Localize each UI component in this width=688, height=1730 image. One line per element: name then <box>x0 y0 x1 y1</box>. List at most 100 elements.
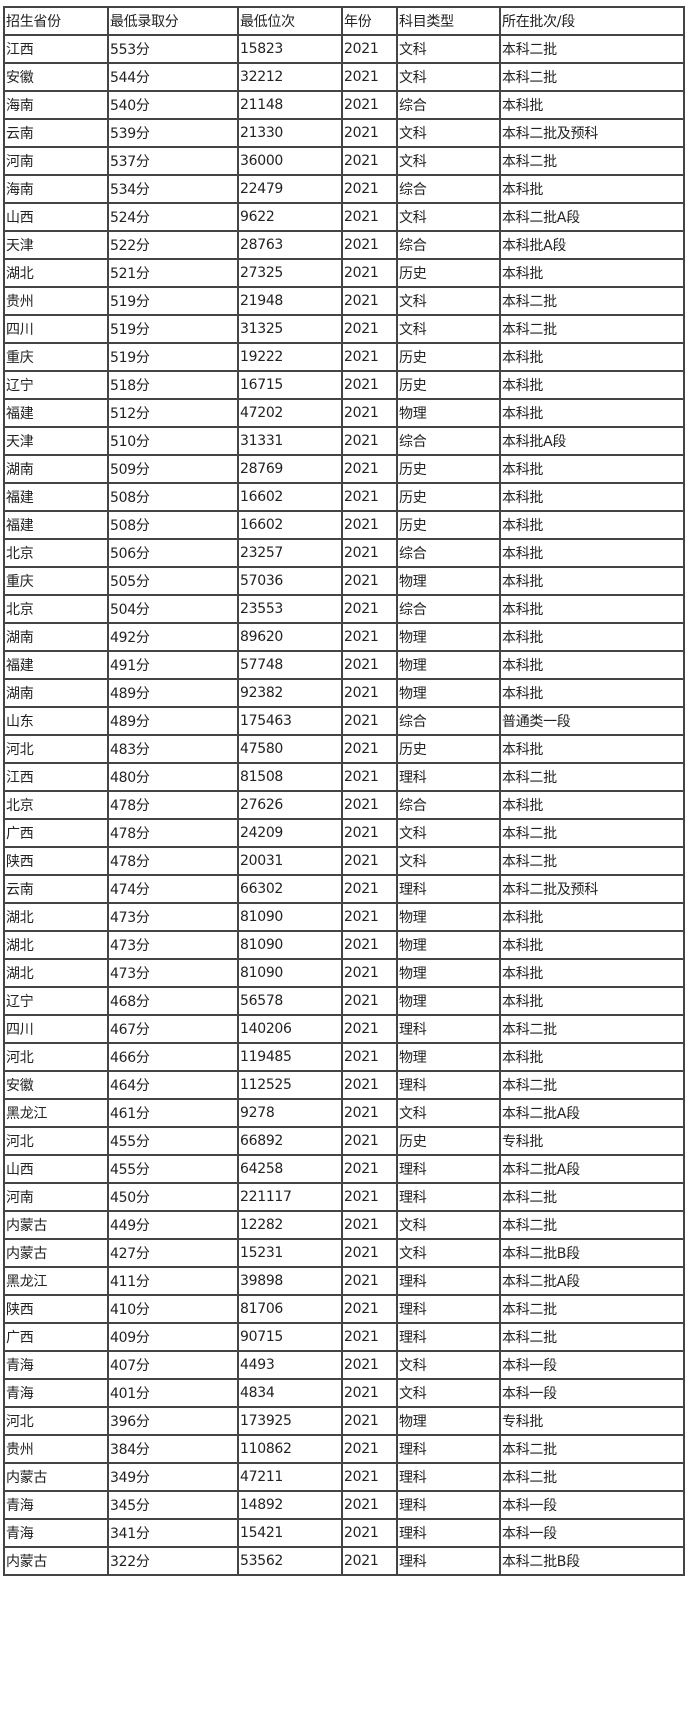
cell-subject-type: 物理 <box>396 650 501 680</box>
table-row: 青海 345分 14892 2021 理科 本科一段 <box>3 1490 685 1520</box>
cell-min-score: 467分 <box>107 1014 239 1044</box>
cell-year: 2021 <box>341 734 398 764</box>
cell-min-rank: 32212 <box>237 62 343 92</box>
table-row: 福建 508分 16602 2021 历史 本科批 <box>3 482 685 512</box>
table-row: 山西 524分 9622 2021 文科 本科二批A段 <box>3 202 685 232</box>
cell-subject-type: 文科 <box>396 314 501 344</box>
cell-min-score: 410分 <box>107 1294 239 1324</box>
cell-subject-type: 理科 <box>396 1070 501 1100</box>
cell-province: 湖南 <box>3 454 109 484</box>
cell-year: 2021 <box>341 622 398 652</box>
cell-province: 四川 <box>3 314 109 344</box>
cell-province: 黑龙江 <box>3 1098 109 1128</box>
cell-year: 2021 <box>341 1462 398 1492</box>
cell-batch: 本科二批A段 <box>499 1154 685 1184</box>
cell-subject-type: 文科 <box>396 1350 501 1380</box>
cell-subject-type: 综合 <box>396 594 501 624</box>
cell-year: 2021 <box>341 1350 398 1380</box>
cell-year: 2021 <box>341 650 398 680</box>
cell-min-rank: 21330 <box>237 118 343 148</box>
cell-batch: 本科二批A段 <box>499 1266 685 1296</box>
cell-subject-type: 历史 <box>396 1126 501 1156</box>
cell-min-score: 455分 <box>107 1126 239 1156</box>
table-row: 四川 519分 31325 2021 文科 本科二批 <box>3 314 685 344</box>
cell-min-rank: 90715 <box>237 1322 343 1352</box>
cell-province: 天津 <box>3 230 109 260</box>
cell-province: 陕西 <box>3 846 109 876</box>
cell-min-rank: 4834 <box>237 1378 343 1408</box>
cell-min-score: 509分 <box>107 454 239 484</box>
cell-province: 内蒙古 <box>3 1462 109 1492</box>
cell-min-score: 455分 <box>107 1154 239 1184</box>
cell-subject-type: 物理 <box>396 958 501 988</box>
cell-min-score: 512分 <box>107 398 239 428</box>
cell-subject-type: 文科 <box>396 1210 501 1240</box>
cell-subject-type: 文科 <box>396 1098 501 1128</box>
table-row: 湖北 473分 81090 2021 物理 本科批 <box>3 958 685 988</box>
cell-min-score: 540分 <box>107 90 239 120</box>
cell-batch: 本科二批 <box>499 818 685 848</box>
cell-min-rank: 221117 <box>237 1182 343 1212</box>
cell-min-rank: 23257 <box>237 538 343 568</box>
cell-year: 2021 <box>341 902 398 932</box>
cell-province: 内蒙古 <box>3 1546 109 1576</box>
cell-subject-type: 历史 <box>396 510 501 540</box>
cell-batch: 本科批 <box>499 1042 685 1072</box>
cell-year: 2021 <box>341 538 398 568</box>
table-row: 青海 341分 15421 2021 理科 本科一段 <box>3 1518 685 1548</box>
cell-min-score: 491分 <box>107 650 239 680</box>
cell-min-rank: 9278 <box>237 1098 343 1128</box>
cell-province: 湖北 <box>3 258 109 288</box>
cell-province: 北京 <box>3 790 109 820</box>
cell-min-rank: 81090 <box>237 930 343 960</box>
cell-batch: 本科批 <box>499 538 685 568</box>
cell-subject-type: 文科 <box>396 846 501 876</box>
table-row: 云南 474分 66302 2021 理科 本科二批及预科 <box>3 874 685 904</box>
cell-batch: 本科批 <box>499 734 685 764</box>
table-row: 北京 504分 23553 2021 综合 本科批 <box>3 594 685 624</box>
cell-min-rank: 112525 <box>237 1070 343 1100</box>
cell-batch: 本科一段 <box>499 1518 685 1548</box>
cell-min-score: 510分 <box>107 426 239 456</box>
cell-province: 内蒙古 <box>3 1210 109 1240</box>
cell-subject-type: 物理 <box>396 986 501 1016</box>
cell-batch: 本科二批 <box>499 314 685 344</box>
cell-subject-type: 理科 <box>396 1294 501 1324</box>
cell-province: 福建 <box>3 510 109 540</box>
cell-min-rank: 47211 <box>237 1462 343 1492</box>
cell-batch: 本科批 <box>499 342 685 372</box>
cell-year: 2021 <box>341 34 398 64</box>
cell-subject-type: 综合 <box>396 90 501 120</box>
cell-min-rank: 24209 <box>237 818 343 848</box>
cell-min-score: 518分 <box>107 370 239 400</box>
table-header-row: 招生省份 最低录取分 最低位次 年份 科目类型 所在批次/段 <box>3 6 685 36</box>
cell-batch: 本科批 <box>499 370 685 400</box>
cell-batch: 本科批 <box>499 902 685 932</box>
cell-province: 重庆 <box>3 342 109 372</box>
cell-province: 湖北 <box>3 958 109 988</box>
cell-batch: 本科二批A段 <box>499 202 685 232</box>
cell-province: 江西 <box>3 762 109 792</box>
cell-batch: 本科批 <box>499 958 685 988</box>
cell-min-rank: 31325 <box>237 314 343 344</box>
cell-subject-type: 理科 <box>396 1182 501 1212</box>
cell-min-rank: 56578 <box>237 986 343 1016</box>
cell-min-rank: 15421 <box>237 1518 343 1548</box>
cell-batch: 本科二批 <box>499 1294 685 1324</box>
cell-min-rank: 140206 <box>237 1014 343 1044</box>
cell-province: 北京 <box>3 538 109 568</box>
header-province: 招生省份 <box>3 6 109 36</box>
table-row: 辽宁 468分 56578 2021 物理 本科批 <box>3 986 685 1016</box>
cell-batch: 本科二批 <box>499 846 685 876</box>
cell-min-score: 544分 <box>107 62 239 92</box>
cell-min-rank: 22479 <box>237 174 343 204</box>
table-row: 陕西 478分 20031 2021 文科 本科二批 <box>3 846 685 876</box>
cell-subject-type: 综合 <box>396 790 501 820</box>
cell-batch: 本科二批 <box>499 1434 685 1464</box>
cell-year: 2021 <box>341 1378 398 1408</box>
cell-min-rank: 23553 <box>237 594 343 624</box>
cell-subject-type: 物理 <box>396 1406 501 1436</box>
table-row: 贵州 384分 110862 2021 理科 本科二批 <box>3 1434 685 1464</box>
cell-year: 2021 <box>341 790 398 820</box>
table-row: 河北 396分 173925 2021 物理 专科批 <box>3 1406 685 1436</box>
